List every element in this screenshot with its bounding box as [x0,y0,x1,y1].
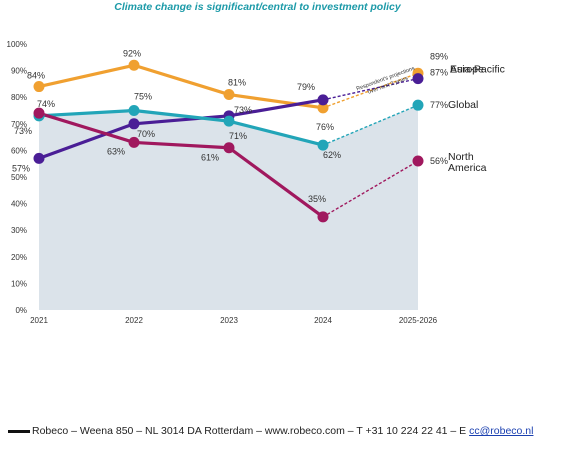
y-tick-label: 20% [11,253,27,262]
data-label-europe: 76% [316,122,334,132]
chart-title: Climate change is significant/central to… [114,1,401,13]
projection-line-north_america [322,160,419,218]
y-tick-label: 40% [11,200,27,209]
projection-line-europe [322,72,419,109]
y-tick-label: 30% [11,226,27,235]
y-tick-label: 80% [11,93,27,102]
point-north_america-2023 [223,142,235,154]
x-tick-label: 2022 [125,316,143,325]
x-tick-label: 2024 [314,316,332,325]
data-label-asia_pacific: 73% [234,105,252,115]
data-label-north_america: 74% [37,99,55,109]
series-name-global: Global [448,99,478,111]
data-label-global: 73% [14,126,32,136]
data-label-global: 75% [134,92,152,102]
y-tick-label: 60% [11,146,27,155]
y-tick-label: 70% [11,120,27,129]
data-label-asia_pacific: 87% [430,68,448,78]
data-label-europe: 84% [27,71,45,81]
point-asia_pacific-2024 [317,94,329,106]
series-line-north_america [38,111,324,219]
point-north_america-2024 [317,211,329,223]
series-line-asia_pacific [38,98,324,160]
footer-bar-icon [8,429,30,433]
data-label-europe: 92% [123,48,141,58]
series-line-europe [38,63,324,110]
x-tick-label: 2021 [30,316,48,325]
point-asia_pacific-2021 [33,152,45,164]
y-tick-label: 50% [11,173,27,182]
point-north_america-2025-2026 [412,155,424,167]
x-tick-label: 2025-2026 [399,316,438,325]
y-tick-label: 10% [11,279,27,288]
point-global-2025-2026 [412,99,424,111]
shaded-area [39,105,418,311]
data-label-north_america: 61% [201,153,219,163]
footer-email-link[interactable]: cc@robeco.nl [469,425,534,437]
point-north_america-2021 [33,107,45,119]
data-label-asia_pacific: 70% [137,129,155,139]
series-name-north_america: North [448,151,474,163]
footer: Robeco – Weena 850 – NL 3014 DA Rotterda… [8,425,533,437]
series-name-europe: Europe [450,63,484,75]
y-tick-label: 0% [15,306,27,315]
point-asia_pacific-2025-2026 [412,73,424,85]
x-tick-label: 2023 [220,316,238,325]
point-europe-2021 [33,81,45,93]
y-tick-label: 100% [7,40,27,49]
data-label-asia_pacific: 57% [12,163,30,173]
data-label-north_america: 35% [308,194,326,204]
point-global-2023 [223,115,235,127]
data-label-global: 77% [430,100,448,110]
data-label-north_america: 63% [107,146,125,156]
point-north_america-2022 [128,136,140,148]
point-europe-2022 [128,59,140,71]
data-label-asia_pacific: 79% [297,82,315,92]
data-label-europe: 81% [228,78,246,88]
data-label-europe: 89% [430,51,448,61]
point-europe-2024 [317,102,329,114]
data-label-north_america: 56% [430,156,448,166]
projection-line-global [322,104,419,146]
point-asia_pacific-2022 [128,118,140,130]
data-label-global: 62% [323,150,341,160]
point-europe-2023 [223,89,235,101]
y-tick-label: 90% [11,67,27,76]
projection-line-asia_pacific [322,77,419,101]
series-line-global [38,108,324,147]
data-label-global: 71% [229,131,247,141]
footer-text: Robeco – Weena 850 – NL 3014 DA Rotterda… [32,425,470,437]
series-name-asia_pacific: Asia-Pacific [450,64,505,76]
point-global-2022 [128,105,140,116]
point-global-2024 [317,139,329,151]
series-name-north_america: America [448,162,487,174]
